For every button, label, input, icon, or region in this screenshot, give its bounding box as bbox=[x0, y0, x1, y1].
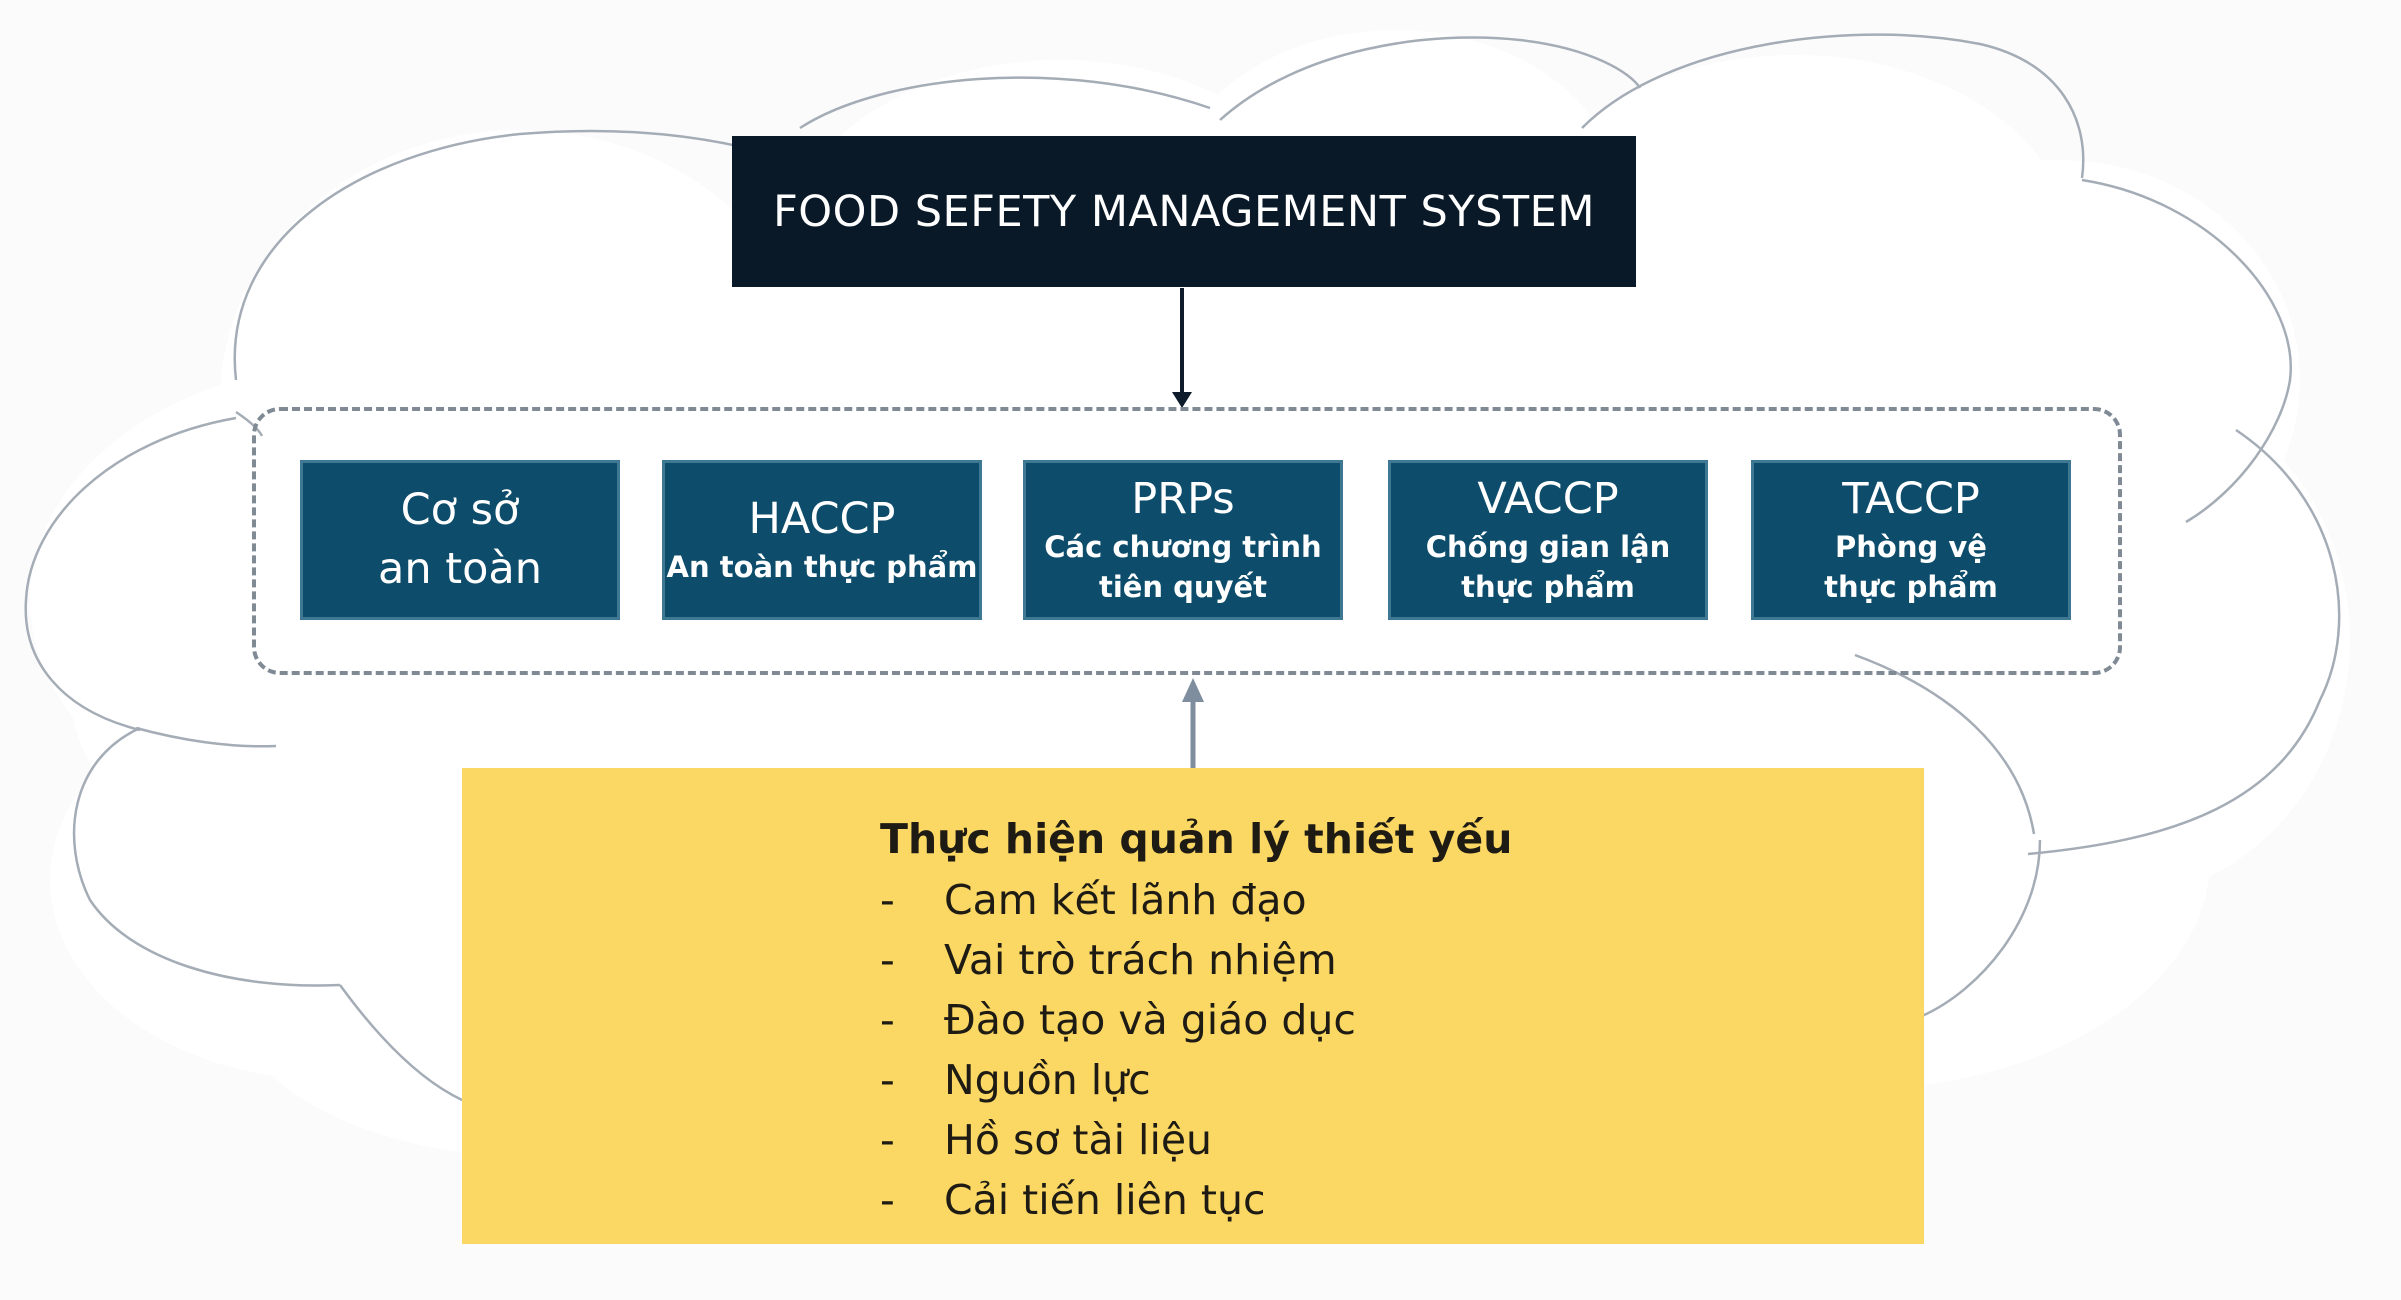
essentials-item-text: Vai trò trách nhiệm bbox=[944, 936, 1337, 984]
essentials-title: Thực hiện quản lý thiết yếu bbox=[880, 815, 1513, 863]
essentials-list: - Cam kết lãnh đạo - Vai trò trách nhiệm -… bbox=[880, 870, 1924, 1230]
essentials-item: - Nguồn lực bbox=[880, 1050, 1924, 1110]
cloud-outline bbox=[24, 33, 2341, 1102]
arrow-up-head bbox=[1182, 678, 1204, 702]
module-label: VACCP bbox=[1477, 474, 1619, 525]
essentials-item: - Đào tạo và giáo dục bbox=[880, 990, 1924, 1050]
essentials-item-text: Nguồn lực bbox=[944, 1056, 1151, 1104]
module-sublabel: An toàn thực phẩm bbox=[666, 549, 978, 584]
module-label: Cơ sở an toàn bbox=[377, 484, 543, 594]
module-safe-facility: Cơ sở an toàn bbox=[300, 460, 620, 620]
module-taccp: TACCP Phòng vệ thực phẩm bbox=[1751, 460, 2071, 620]
bullet-dash: - bbox=[880, 1056, 895, 1104]
module-sublabel: Chống gian lận thực phẩm bbox=[1425, 529, 1671, 604]
module-prps: PRPs Các chương trình tiên quyết bbox=[1023, 460, 1343, 620]
essentials-item-text: Đào tạo và giáo dục bbox=[944, 996, 1356, 1044]
essentials-item: - Hồ sơ tài liệu bbox=[880, 1110, 1924, 1170]
essentials-item: - Cải tiến liên tục bbox=[880, 1170, 1924, 1230]
components-group-frame bbox=[252, 407, 2122, 675]
essentials-box: Thực hiện quản lý thiết yếu - Cam kết lãn… bbox=[462, 768, 1924, 1244]
essentials-item-text: Cam kết lãnh đạo bbox=[944, 876, 1307, 924]
module-vaccp: VACCP Chống gian lận thực phẩm bbox=[1388, 460, 1708, 620]
bullet-dash: - bbox=[880, 1116, 895, 1164]
module-label: HACCP bbox=[748, 494, 896, 545]
bullet-dash: - bbox=[880, 1176, 895, 1224]
essentials-item: - Cam kết lãnh đạo bbox=[880, 870, 1924, 930]
module-sublabel: Các chương trình tiên quyết bbox=[1044, 529, 1322, 604]
module-haccp: HACCP An toàn thực phẩm bbox=[662, 460, 982, 620]
module-label: PRPs bbox=[1131, 474, 1235, 525]
bullet-dash: - bbox=[880, 996, 895, 1044]
module-sublabel: Phòng vệ thực phẩm bbox=[1824, 529, 1998, 604]
connector-arrows bbox=[1172, 288, 1204, 768]
bullet-dash: - bbox=[880, 936, 895, 984]
system-title: FOOD SEFETY MANAGEMENT SYSTEM bbox=[732, 136, 1636, 287]
essentials-item-text: Hồ sơ tài liệu bbox=[944, 1116, 1213, 1164]
bullet-dash: - bbox=[880, 876, 895, 924]
module-label: TACCP bbox=[1842, 474, 1980, 525]
essentials-item-text: Cải tiến liên tục bbox=[944, 1176, 1266, 1224]
arrow-down-head bbox=[1172, 392, 1192, 408]
essentials-item: - Vai trò trách nhiệm bbox=[880, 930, 1924, 990]
